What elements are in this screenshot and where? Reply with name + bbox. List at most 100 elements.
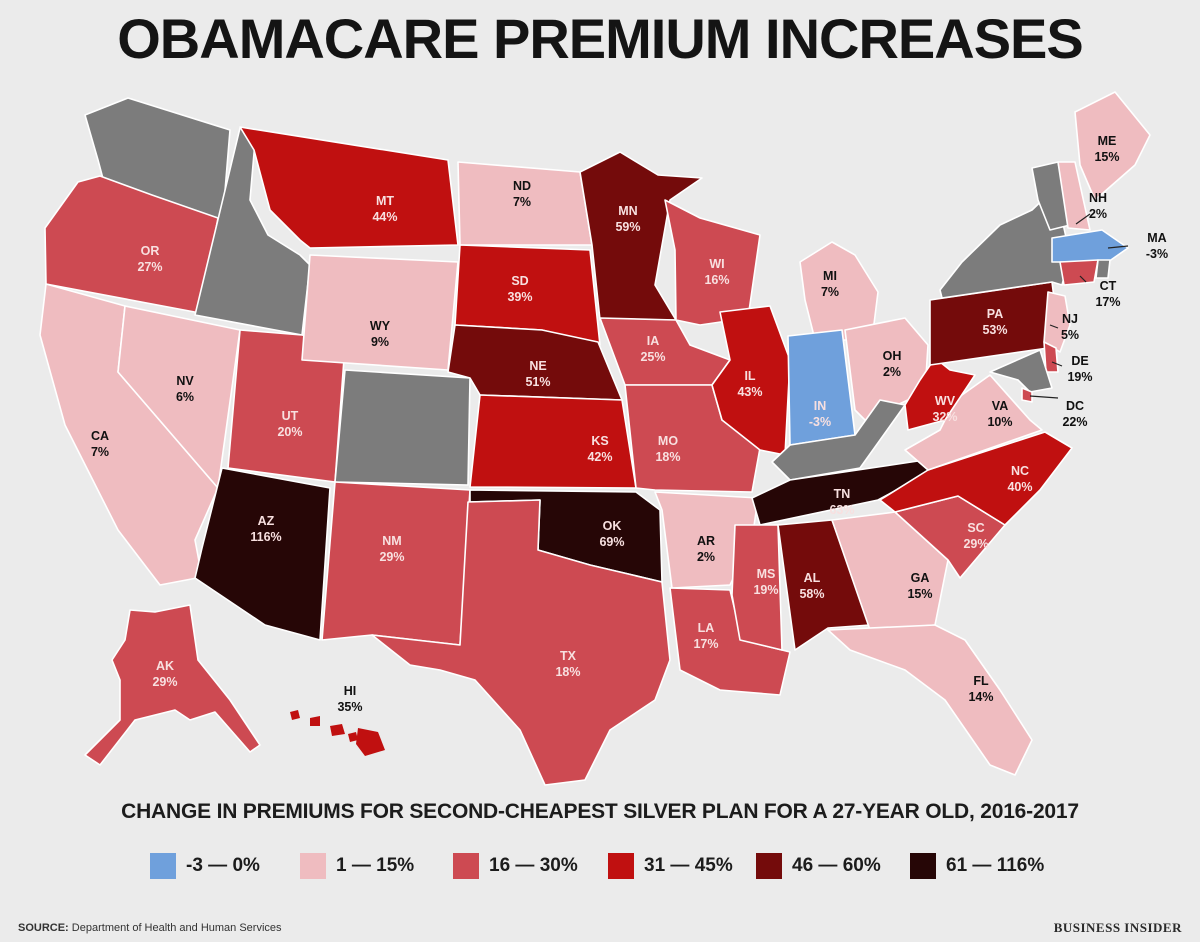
state-value: 19% [1067,370,1092,384]
state-or [44,175,219,314]
state-value: 51% [525,375,550,389]
state-value: 40% [1007,480,1032,494]
state-value: 35% [337,700,362,714]
state-abbr: OH [883,349,902,363]
state-abbr: MI [823,269,837,283]
state-hi-island-3 [330,724,345,736]
legend-swatch [608,853,634,879]
legend-swatch [300,853,326,879]
state-value: 15% [1094,150,1119,164]
state-value: 9% [371,335,389,349]
state-label-sc: SC 29% [963,521,988,551]
legend-item: 61 — 116% [910,848,1044,884]
state-label-tx: TX 18% [555,649,580,679]
state-value: 27% [137,260,162,274]
legend-label: 46 — 60% [792,855,881,876]
state-value: -3% [1146,247,1168,261]
state-label-or: OR 27% [137,244,162,274]
leader-line-ma [1107,245,1129,249]
state-label-ut: UT 20% [277,409,302,439]
state-label-me: ME 15% [1094,134,1119,164]
legend-swatch [910,853,936,879]
state-value: 22% [1062,415,1087,429]
leader-line-ct [1079,275,1087,283]
state-abbr: UT [282,409,299,423]
state-abbr: TX [560,649,577,663]
leader-line-nj [1049,324,1059,329]
chart-subtitle: CHANGE IN PREMIUMS FOR SECOND-CHEAPEST S… [121,800,1079,823]
leader-line-de [1051,361,1063,367]
state-label-ms: MS 19% [753,567,778,597]
state-nc [879,431,1073,526]
state-label-nc: NC 40% [1007,464,1032,494]
state-abbr: GA [911,571,930,585]
state-label-ks: KS 42% [587,434,612,464]
state-abbr: MO [658,434,678,448]
state-ct [1059,259,1099,286]
state-nh [1057,161,1091,231]
brand-logo: BUSINESS INSIDER [1053,920,1182,935]
state-value: 7% [821,285,839,299]
state-value: 20% [277,425,302,439]
state-abbr: AL [804,571,821,585]
source-note: SOURCE: Department of Health and Human S… [18,922,282,934]
state-value: 17% [693,637,718,651]
state-value: 2% [697,550,715,564]
state-value: 17% [1095,295,1120,309]
state-hi-island-1 [290,710,300,720]
legend-label: 31 — 45% [644,855,733,876]
state-label-wi: WI 16% [704,257,729,287]
state-label-ne: NE 51% [525,359,550,389]
state-value: 6% [176,390,194,404]
state-value: 29% [379,550,404,564]
legend-label: -3 — 0% [186,855,260,876]
state-value: 69% [599,535,624,549]
state-value: 25% [640,350,665,364]
us-map: OR 27% CA 7% NV 6% AZ 116% UT 20% MT 44% WY 9% NM 29% ND… [39,91,1168,786]
state-abbr: AK [156,659,174,673]
state-de [1043,341,1059,373]
state-label-nh: NH 2% [1089,191,1107,221]
state-value: 53% [982,323,1007,337]
state-abbr: NH [1089,191,1107,205]
state-abbr: IL [744,369,755,383]
state-ms [731,524,783,651]
state-abbr: ND [513,179,531,193]
state-abbr: ME [1098,134,1117,148]
state-abbr: KS [591,434,608,448]
legend: -3 — 0% 1 — 15% 16 — 30% 31 — 45% 46 — 60% 61… [150,848,1050,888]
state-value: -3% [809,415,831,429]
state-value: 18% [655,450,680,464]
state-va [904,374,1043,471]
state-value: 116% [250,530,281,544]
state-value: 42% [587,450,612,464]
state-abbr: DC [1066,399,1084,413]
state-ri [1095,259,1111,279]
state-label-ak: AK 29% [152,659,177,689]
state-label-wv: WV 32% [932,394,957,424]
state-label-il: IL 43% [737,369,762,399]
legend-label: 1 — 15% [336,855,415,876]
state-ga [831,511,949,631]
state-labels: OR 27% CA 7% NV 6% AZ 116% UT 20% MT 44% WY 9% NM 29% ND… [91,134,1168,714]
state-abbr: CA [91,429,109,443]
state-shapes [39,91,1151,786]
state-abbr: IN [814,399,827,413]
state-ak [84,604,261,766]
leader-line-nh [1075,213,1091,225]
state-abbr: AZ [258,514,275,528]
state-label-tn: TN 63% [829,487,854,517]
state-value: 7% [513,195,531,209]
state-value: 43% [737,385,762,399]
state-label-ar: AR 2% [697,534,715,564]
state-label-ga: GA 15% [907,571,932,601]
state-ut [227,329,346,483]
state-value: 2% [1089,207,1107,221]
state-label-nj: NJ 5% [1061,312,1079,342]
state-abbr: MN [618,204,637,218]
state-abbr: NM [382,534,401,548]
state-label-nd: ND 7% [513,179,531,209]
state-abbr: NE [529,359,546,373]
state-ks [469,394,637,489]
state-value: 10% [987,415,1012,429]
